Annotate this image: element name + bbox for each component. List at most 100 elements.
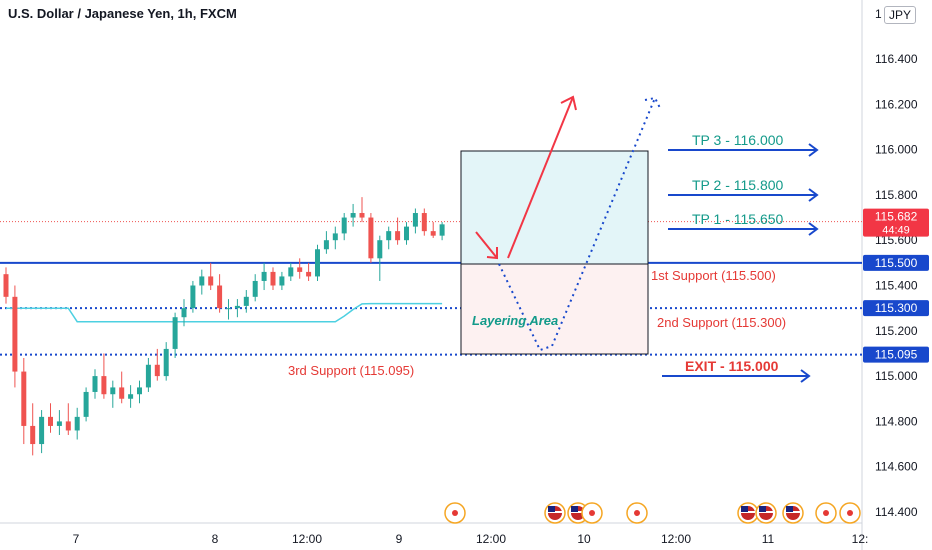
bullish-projection-head (560, 95, 577, 111)
x-tick-label: 9 (396, 532, 403, 546)
stop-zone (460, 263, 649, 355)
candle-body (56, 421, 62, 426)
x-tick-label: 10 (577, 532, 591, 546)
event-dot-icon (589, 510, 595, 516)
x-tick-label: 11 (762, 532, 775, 546)
candle-body (83, 391, 89, 417)
candle-body (270, 271, 276, 286)
support1-label: 1st Support (115.500) (651, 268, 776, 283)
candle-body (315, 249, 320, 277)
candle-body (243, 296, 249, 306)
candle-body (3, 274, 9, 297)
candle-body (217, 285, 223, 309)
level-tag-label: 115.095 (875, 348, 918, 362)
x-tick-label: 12:00 (292, 532, 322, 546)
candle-body (368, 217, 374, 259)
level-tag (863, 300, 929, 317)
candle-body (341, 217, 347, 234)
candle-body (48, 416, 53, 426)
us-flag-canton (741, 506, 748, 512)
take-profit-zone (460, 150, 649, 265)
candle-body (163, 348, 169, 377)
exit-label: EXIT - 115.000 (685, 358, 779, 374)
y-tick-label: 115.600 (875, 233, 918, 247)
currency-selector[interactable]: JPY (884, 6, 917, 24)
candle-body (350, 213, 356, 218)
event-dot-icon (823, 510, 829, 516)
y-tick-label: 114.400 (875, 505, 918, 519)
candle-body (137, 387, 142, 395)
candle-body (101, 376, 107, 395)
level-tag (863, 254, 929, 271)
symbol-title: U.S. Dollar / Japanese Yen, 1h, FXCM (8, 6, 237, 21)
tp2-label: TP 2 - 115.800 (692, 177, 784, 193)
y-tick-label: 115.800 (875, 188, 918, 202)
candle-body (377, 240, 383, 259)
candle-body (252, 280, 258, 297)
candle-body (92, 376, 98, 392)
y-tick-label: 115.000 (875, 369, 918, 383)
bullish-projection (507, 96, 574, 259)
tp3-arrow-head (808, 143, 819, 157)
candle-body (395, 231, 401, 241)
candle-body (208, 276, 214, 286)
candle-body (65, 421, 71, 431)
candle-body (234, 305, 240, 309)
candle-body (154, 364, 160, 377)
y-tick-label: 116.200 (875, 97, 918, 111)
current-price-label: 115.682 (875, 210, 918, 224)
us-flag-canton (548, 506, 555, 512)
x-tick-label: 12:00 (661, 532, 691, 546)
x-tick-label: 12:00 (476, 532, 506, 546)
y-tick-label: 116.400 (875, 52, 918, 66)
candle-body (30, 425, 36, 445)
candle-body (190, 285, 196, 309)
candle-body (421, 213, 427, 232)
level-tag-label: 115.500 (875, 256, 918, 270)
level-tag-label: 115.300 (875, 301, 918, 315)
event-dot-icon (847, 510, 853, 516)
y-tick-label: 116.000 (875, 143, 918, 157)
y-tick-label: 115.400 (875, 279, 918, 293)
us-flag-canton (571, 506, 578, 512)
candle-body (39, 416, 45, 445)
candle-body (323, 240, 329, 250)
level-tag (863, 346, 929, 363)
tp1-label: TP 1 - 115.650 (692, 211, 784, 227)
candle-body (359, 213, 365, 218)
candle-body (297, 267, 303, 272)
candle-body (172, 317, 178, 349)
y-tick-label: 114.600 (875, 460, 918, 474)
tp3-label: TP 3 - 116.000 (692, 132, 784, 148)
y-tick-label: 114.800 (875, 414, 918, 428)
us-flag-canton (786, 506, 793, 512)
x-tick-label: 12: (852, 532, 869, 546)
entry-arrow-head (486, 247, 498, 260)
current-price-tag (863, 208, 929, 237)
candle-body (404, 226, 409, 241)
entry-arrow-shaft (475, 231, 498, 259)
candle-body (181, 308, 187, 318)
tp2-arrow-head (808, 188, 819, 202)
layering-area-label: Layering Area (472, 313, 558, 328)
y-tick-label: 115.200 (875, 324, 918, 338)
candle-body (110, 387, 116, 395)
x-tick-label: 7 (73, 532, 80, 546)
exit-arrow-head (800, 369, 811, 383)
candle-body (261, 271, 267, 281)
candle-body (332, 233, 338, 241)
candle-body (386, 231, 392, 241)
moving-average-line (6, 302, 443, 323)
support2-label: 2nd Support (115.300) (657, 315, 786, 330)
event-dot-icon (634, 510, 640, 516)
y-tick-label: 1 (875, 7, 882, 21)
candle-body (226, 308, 231, 310)
event-dot-icon (452, 510, 458, 516)
candle-body (74, 416, 80, 431)
candle-body (288, 267, 294, 277)
candle-body (199, 276, 205, 286)
candle-body (430, 231, 436, 236)
us-flag-canton (759, 506, 766, 512)
candle-body (306, 271, 312, 277)
